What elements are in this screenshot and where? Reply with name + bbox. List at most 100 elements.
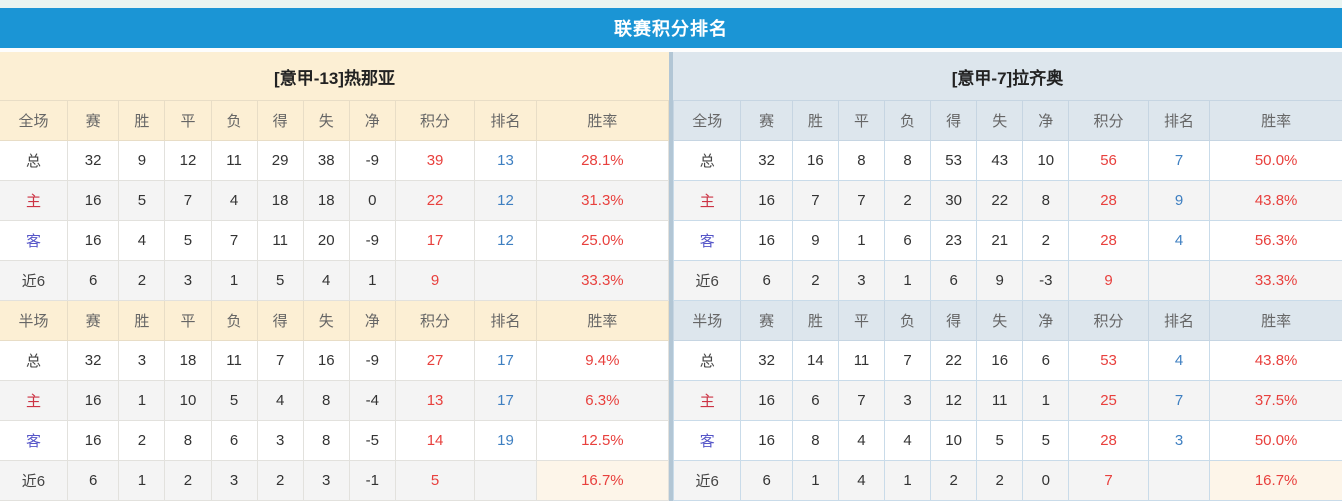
- row-label: 近6: [672, 260, 742, 301]
- stat-cell: 8: [164, 420, 212, 461]
- stat-cell: 16: [740, 180, 793, 221]
- col-header: 胜率: [535, 300, 670, 341]
- stat-cell: 8: [837, 140, 886, 181]
- stat-cell: 6: [740, 260, 793, 301]
- stat-cell: 5: [118, 180, 166, 221]
- col-header: 胜率: [535, 100, 670, 141]
- table-row: 总 32 16 8 8 53 43 10 56 7 50.0%: [672, 140, 1342, 181]
- stat-cell: 7: [164, 180, 212, 221]
- winrate-cell: 43.8%: [1209, 340, 1342, 381]
- stat-cell: 3: [256, 420, 304, 461]
- stat-cell: 16: [302, 340, 350, 381]
- col-header: 全场: [0, 100, 68, 141]
- rank-cell: [474, 460, 537, 501]
- col-header: 负: [210, 300, 258, 341]
- col-header: 失: [302, 100, 350, 141]
- team-name: [意甲-7]拉齐奥: [673, 52, 1342, 100]
- col-header: 净: [348, 100, 396, 141]
- row-label: 主: [672, 180, 742, 221]
- stat-cell: 16: [66, 220, 120, 261]
- stat-cell: 11: [256, 220, 304, 261]
- stat-cell: 32: [66, 340, 120, 381]
- col-header: 半场: [672, 300, 742, 341]
- stat-cell: 10: [1022, 140, 1070, 181]
- table-row: 客 16 8 4 4 10 5 5 28 3 50.0%: [672, 420, 1342, 461]
- rank-cell: 4: [1147, 340, 1211, 381]
- title-bar: 联赛积分排名: [0, 8, 1342, 48]
- tables-container: [意甲-13]热那亚 全场赛胜平负得失净积分 排名 胜率总 32 9 12 11 29 38 -9 3…: [0, 52, 1342, 501]
- stat-cell: 16: [66, 380, 120, 421]
- col-header: 积分: [1068, 100, 1149, 141]
- row-label: 主: [0, 180, 68, 221]
- winrate-cell: 16.7%: [1209, 460, 1342, 501]
- stat-cell: 11: [837, 340, 886, 381]
- stat-cell: 8: [302, 420, 350, 461]
- row-label: 近6: [0, 260, 68, 301]
- stat-cell: 16: [740, 420, 793, 461]
- row-label: 近6: [0, 460, 68, 501]
- stat-cell: 9: [976, 260, 1024, 301]
- row-label: 客: [0, 420, 68, 461]
- stat-cell: 7: [837, 380, 886, 421]
- winrate-cell: 6.3%: [535, 380, 670, 421]
- col-header: 排名: [1147, 100, 1211, 141]
- stats-table: 全场赛胜平负得失净积分 排名 胜率总 32 16 8 8 53 43 10 56 7 50.0% 主 16 7…: [672, 100, 1342, 501]
- stat-cell: 16: [791, 140, 839, 181]
- table-row: 主 16 7 7 2 30 22 8 28 9 43.8%: [672, 180, 1342, 221]
- stat-cell: 8: [302, 380, 350, 421]
- winrate-cell: 37.5%: [1209, 380, 1342, 421]
- points-cell: 7: [1068, 460, 1149, 501]
- col-header: 胜率: [1209, 300, 1342, 341]
- points-cell: 27: [394, 340, 476, 381]
- stat-cell: 18: [256, 180, 304, 221]
- team-name: [意甲-13]热那亚: [0, 52, 669, 100]
- col-header: 积分: [394, 100, 476, 141]
- stat-cell: 12: [930, 380, 978, 421]
- col-header: 赛: [66, 300, 120, 341]
- col-header: 赛: [740, 100, 793, 141]
- stat-cell: 7: [791, 180, 839, 221]
- col-header: 得: [930, 100, 978, 141]
- stat-cell: 7: [884, 340, 932, 381]
- rank-cell: 4: [1147, 220, 1211, 261]
- stat-cell: 2: [791, 260, 839, 301]
- points-cell: 17: [394, 220, 476, 261]
- stat-cell: 3: [164, 260, 212, 301]
- col-header: 排名: [1147, 300, 1211, 341]
- winrate-cell: 50.0%: [1209, 140, 1342, 181]
- points-cell: 13: [394, 380, 476, 421]
- winrate-cell: 28.1%: [535, 140, 670, 181]
- points-cell: 28: [1068, 180, 1149, 221]
- rank-cell: 7: [1147, 380, 1211, 421]
- col-header: 净: [1022, 100, 1070, 141]
- table-row: 总 32 9 12 11 29 38 -9 39 13 28.1%: [0, 140, 670, 181]
- winrate-cell: 50.0%: [1209, 420, 1342, 461]
- rank-cell: 9: [1147, 180, 1211, 221]
- stat-cell: -4: [348, 380, 396, 421]
- winrate-cell: 43.8%: [1209, 180, 1342, 221]
- rank-cell: 7: [1147, 140, 1211, 181]
- stat-cell: 18: [302, 180, 350, 221]
- section-header-row: 半场赛胜平负得失净积分 排名 胜率: [672, 300, 1342, 341]
- stat-cell: 1: [837, 220, 886, 261]
- col-header: 净: [348, 300, 396, 341]
- rank-cell: [1147, 260, 1211, 301]
- stat-cell: 1: [1022, 380, 1070, 421]
- winrate-cell: 33.3%: [535, 260, 670, 301]
- points-cell: 22: [394, 180, 476, 221]
- col-header: 全场: [672, 100, 742, 141]
- stat-cell: 3: [210, 460, 258, 501]
- col-header: 负: [210, 100, 258, 141]
- stat-cell: 6: [930, 260, 978, 301]
- stat-cell: 2: [976, 460, 1024, 501]
- row-label: 客: [672, 420, 742, 461]
- rank-cell: 12: [474, 180, 537, 221]
- table-row: 客 16 9 1 6 23 21 2 28 4 56.3%: [672, 220, 1342, 261]
- stat-cell: 16: [66, 420, 120, 461]
- stat-cell: 32: [66, 140, 120, 181]
- table-row: 总 32 3 18 11 7 16 -9 27 17 9.4%: [0, 340, 670, 381]
- winrate-cell: 31.3%: [535, 180, 670, 221]
- home-team-panel: [意甲-13]热那亚 全场赛胜平负得失净积分 排名 胜率总 32 9 12 11 29 38 -9 3…: [0, 52, 670, 501]
- top-strip: [0, 0, 1342, 8]
- points-cell: 39: [394, 140, 476, 181]
